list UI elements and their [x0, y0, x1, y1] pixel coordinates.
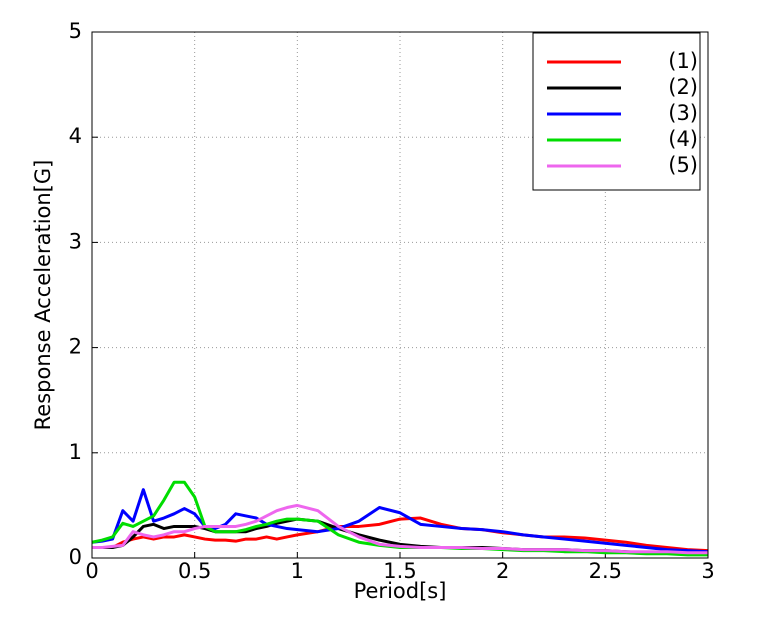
legend-label: (1): [668, 49, 698, 73]
series-line: [91, 488, 709, 554]
y-tick-label: 4: [69, 124, 82, 148]
legend-label: (5): [668, 153, 698, 177]
x-tick-label: 1: [291, 559, 304, 583]
legend-label: (4): [668, 127, 698, 151]
legend-box: [532, 32, 701, 191]
x-tick-label: 2.5: [589, 559, 622, 583]
x-axis-label: Period[s]: [354, 579, 447, 603]
series-line: [92, 503, 708, 555]
x-tick-label: 0.5: [178, 559, 211, 583]
x-tick-label: 2: [496, 559, 509, 583]
y-tick-label: 5: [69, 19, 82, 43]
legend-label: (3): [668, 101, 698, 125]
x-tick-label: 3: [701, 559, 714, 583]
series-line: [92, 516, 709, 553]
x-tick-label: 1.5: [383, 559, 416, 583]
x-tick-label: 0: [85, 559, 98, 583]
y-tick-label: 0: [69, 545, 82, 569]
series-line: [91, 480, 708, 557]
y-tick-label: 3: [69, 229, 82, 253]
plot-frame: [91, 31, 709, 559]
y-tick-label: 2: [69, 335, 82, 359]
y-axis-label: Response Acceleration[G]: [31, 160, 55, 431]
y-tick-label: 1: [69, 440, 82, 464]
legend-label: (2): [668, 75, 698, 99]
